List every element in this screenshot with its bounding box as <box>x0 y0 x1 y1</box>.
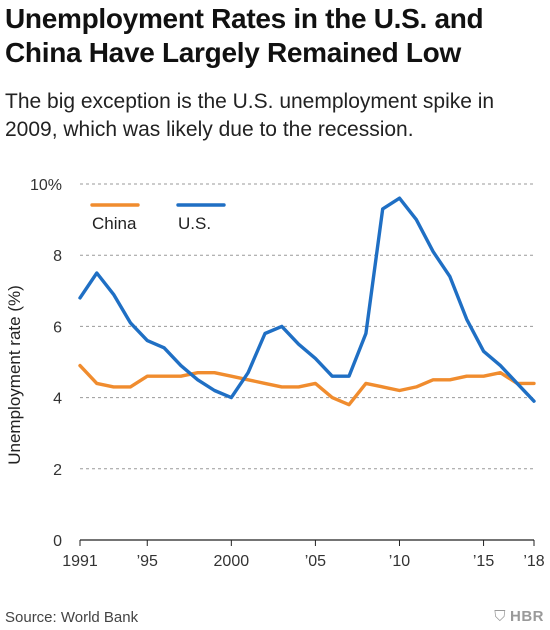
y-tick-label: 0 <box>53 533 62 550</box>
y-tick-label: 8 <box>53 248 62 265</box>
series-line-china <box>78 363 536 407</box>
x-tick-label: ’95 <box>137 553 158 570</box>
legend-label-china: China <box>92 214 137 233</box>
grid-lines <box>80 183 534 470</box>
x-tick-label: ’05 <box>305 553 326 570</box>
source-note: Source: World Bank <box>5 609 139 626</box>
chart-subtitle: The big exception is the U.S. unemployme… <box>5 90 495 141</box>
legend-label-us: U.S. <box>178 214 211 233</box>
x-tick-label: 2000 <box>214 553 250 570</box>
chart-title: Unemployment Rates in the U.S. and China… <box>5 3 484 68</box>
brand-logo: ⛉ HBR <box>494 608 544 625</box>
line-chart: 0 2 4 6 8 10% 1991 ’95 2000 ’05 ’10 ’15 ’18 China U.S… <box>5 177 545 570</box>
y-tick-label: 4 <box>53 391 62 408</box>
y-tick-label: 6 <box>53 319 62 336</box>
x-tick-label: ’18 <box>523 553 544 570</box>
brand-label: HBR <box>510 608 544 625</box>
y-axis-label: Unemployment rate (%) <box>5 285 24 465</box>
x-tick-label: ’15 <box>473 553 494 570</box>
x-tick-label: 1991 <box>62 553 98 570</box>
y-tick-label: 10% <box>30 177 62 194</box>
y-tick-label: 2 <box>53 462 62 479</box>
series-line-us <box>78 196 536 403</box>
x-tick-label: ’10 <box>389 553 410 570</box>
legend: China U.S. <box>90 203 226 233</box>
axes: 0 2 4 6 8 10% 1991 ’95 2000 ’05 ’10 ’15 ’18 <box>30 177 545 570</box>
chart-container: 0 2 4 6 8 10% 1991 ’95 2000 ’05 ’10 ’15 ’18 China U.S… <box>0 160 550 580</box>
shield-icon: ⛉ <box>494 608 506 625</box>
series-lines <box>78 196 536 407</box>
